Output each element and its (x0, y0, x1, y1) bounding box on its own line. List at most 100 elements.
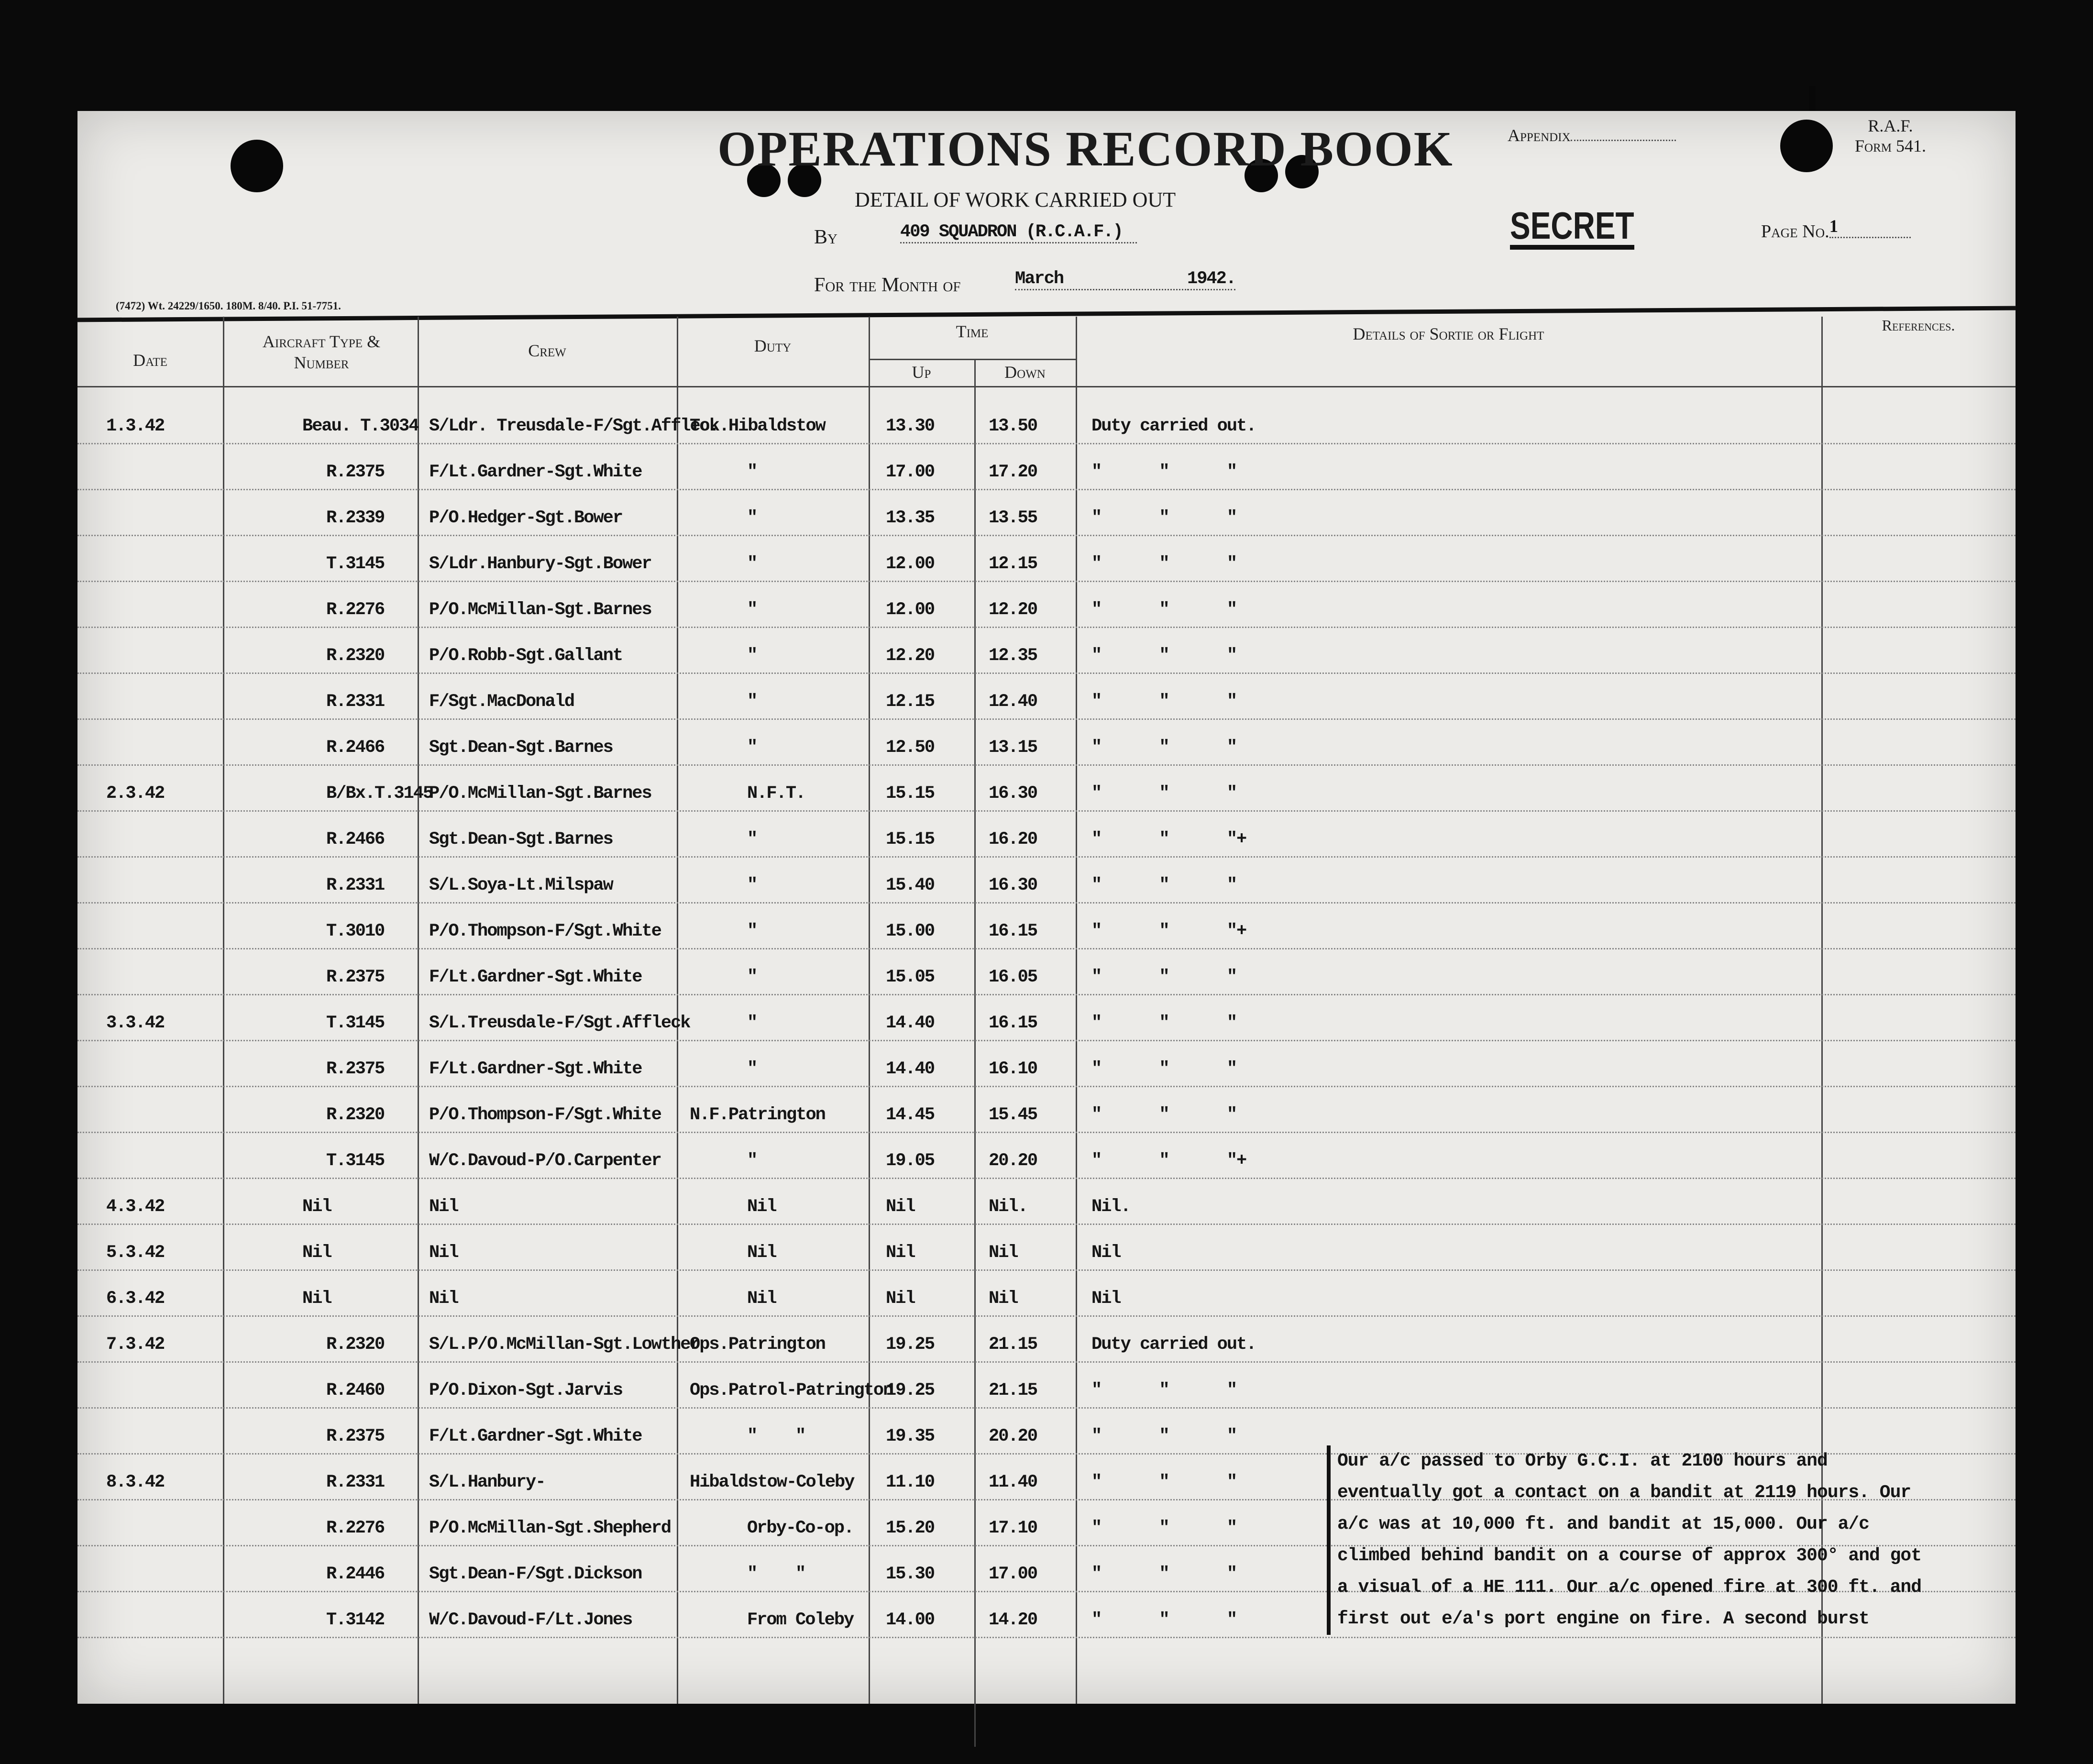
cell-aircraft: R.2320 (326, 1105, 385, 1125)
cell-duty: " " (747, 1564, 806, 1584)
cell-down: Nil (989, 1289, 1019, 1309)
cell-aircraft: R.2339 (326, 508, 385, 528)
cell-duty: " (747, 875, 758, 895)
cell-up: 17.00 (886, 462, 935, 482)
cell-up: 14.40 (886, 1059, 935, 1079)
cell-aircraft: T.3145 (326, 1013, 385, 1033)
cell-down: 16.20 (989, 829, 1038, 849)
cell-aircraft: R.2375 (326, 1059, 385, 1079)
table-row: R.2339 P/O.Hedger-Sgt.Bower " 13.35 13.55 " "… (77, 489, 2016, 536)
cell-details: " " " (1091, 508, 1237, 528)
column-divider (677, 317, 678, 1704)
column-divider (1821, 317, 1823, 1704)
cell-down: 16.30 (989, 783, 1038, 804)
column-divider (418, 317, 419, 1704)
cell-details: Duty carried out. (1091, 1334, 1256, 1355)
cell-details: " " " (1091, 1426, 1237, 1446)
cell-down: 12.20 (989, 600, 1038, 620)
cell-up: 12.00 (886, 600, 935, 620)
table-row: R.2320 P/O.Thompson-F/Sgt.White N.F.Patrin… (77, 1086, 2016, 1133)
cell-up: 15.20 (886, 1518, 935, 1538)
col-header-up: Up (912, 363, 931, 382)
table-row: 7.3.42 R.2320 S/L.P/O.McMillan-Sgt.Lowther… (77, 1315, 2016, 1363)
col-header-time: Time (956, 322, 989, 341)
cell-aircraft: Nil (302, 1289, 332, 1309)
cell-details: " " " (1091, 738, 1237, 758)
cell-crew: S/L.Soya-Lt.Milspaw (429, 875, 614, 895)
cell-up: 14.45 (886, 1105, 935, 1125)
cell-aircraft: R.2375 (326, 462, 385, 482)
cell-down: 11.40 (989, 1472, 1038, 1492)
form-line1: R.A.F. (1868, 116, 1913, 135)
table-row: R.2446 Sgt.Dean-F/Sgt.Dickson " " 15.30 17.0… (77, 1545, 2016, 1592)
cell-crew: F/Lt.Gardner-Sgt.White (429, 1426, 642, 1446)
cell-up: 19.25 (886, 1334, 935, 1355)
by-label: By (814, 226, 837, 248)
cell-duty: N.F.Patrington (690, 1105, 826, 1125)
cell-date: 3.3.42 (106, 1013, 165, 1033)
cell-up: 13.35 (886, 508, 935, 528)
cell-date: 2.3.42 (106, 783, 165, 804)
cell-aircraft: Nil (302, 1197, 332, 1217)
table-row: 3.3.42 T.3145 S/L.Treusdale-F/Sgt.Affleck "… (77, 994, 2016, 1041)
cell-down: 16.10 (989, 1059, 1038, 1079)
cell-duty: " (747, 829, 758, 849)
cell-up: 15.30 (886, 1564, 935, 1584)
column-divider (869, 317, 870, 1704)
cell-crew: F/Lt.Gardner-Sgt.White (429, 462, 642, 482)
cell-down: 20.20 (989, 1426, 1038, 1446)
cell-details: " " " (1091, 692, 1237, 712)
cell-details: " " " (1091, 1610, 1237, 1630)
appendix-text: Appendix (1508, 126, 1571, 145)
cell-crew: Sgt.Dean-Sgt.Barnes (429, 738, 614, 758)
cell-crew: P/O.Dixon-Sgt.Jarvis (429, 1380, 623, 1400)
cell-duty: " (747, 600, 758, 620)
punch-hole-icon (1285, 155, 1319, 188)
cell-date: 7.3.42 (106, 1334, 165, 1355)
cell-date: 8.3.42 (106, 1472, 165, 1492)
cell-up: Nil (886, 1243, 916, 1263)
cell-duty: " (747, 1013, 758, 1033)
cell-down: 13.55 (989, 508, 1038, 528)
col-header-duty: Duty (754, 336, 792, 355)
cell-up: 11.10 (886, 1472, 935, 1492)
cell-up: 14.40 (886, 1013, 935, 1033)
table-row: R.2375 F/Lt.Gardner-Sgt.White " " 19.35 20.2… (77, 1407, 2016, 1455)
cell-details: " " " (1091, 1472, 1237, 1492)
table-row: 2.3.42 B/Bx.T.3145 P/O.McMillan-Sgt.Barnes… (77, 764, 2016, 812)
cell-aircraft: T.3145 (326, 554, 385, 574)
cell-duty: " (747, 921, 758, 941)
cell-down: 21.15 (989, 1334, 1038, 1355)
col-header-details: Details of Sortie or Flight (1353, 324, 1544, 343)
punch-hole-icon (1780, 120, 1833, 172)
cell-details: Nil (1091, 1243, 1122, 1263)
cell-duty: Ops.Patrington (690, 1334, 826, 1355)
cell-up: 15.15 (886, 783, 935, 804)
table-row: R.2331 F/Sgt.MacDonald " 12.15 12.40 " " " (77, 673, 2016, 720)
cell-details: " " " (1091, 600, 1237, 620)
cell-duty: Ops.Patrol-Patrington (690, 1380, 893, 1400)
cell-up: 12.00 (886, 554, 935, 574)
column-header-rule (77, 386, 2016, 387)
cell-crew: P/O.Robb-Sgt.Gallant (429, 646, 623, 666)
cell-up: 15.40 (886, 875, 935, 895)
cell-aircraft: R.2466 (326, 829, 385, 849)
column-divider (1076, 317, 1077, 1704)
col-header-crew: Crew (528, 341, 566, 360)
table-row: T.3145 S/Ldr.Hanbury-Sgt.Bower " 12.00 12.15… (77, 535, 2016, 582)
form-line2: Form 541. (1855, 136, 1926, 155)
table-row: R.2331 S/L.Soya-Lt.Milspaw " 15.40 16.30 " " … (77, 856, 2016, 904)
table-row: T.3142 W/C.Davoud-F/Lt.Jones From Coleby 14… (77, 1591, 2016, 1638)
cell-crew: S/L.Hanbury- (429, 1472, 546, 1492)
cell-down: 17.10 (989, 1518, 1038, 1538)
cell-duty: " (747, 462, 758, 482)
cell-duty: From Coleby (747, 1610, 854, 1630)
cell-up: 15.00 (886, 921, 935, 941)
punch-hole-icon (231, 140, 283, 192)
cell-crew: S/Ldr. Treusdale-F/Sgt.Affleck. (429, 416, 729, 436)
cell-duty: " (747, 738, 758, 758)
cell-duty: " (747, 1151, 758, 1171)
cell-aircraft: R.2320 (326, 646, 385, 666)
cell-crew: P/O.Thompson-F/Sgt.White (429, 921, 662, 941)
col-header-date: Date (133, 351, 167, 370)
